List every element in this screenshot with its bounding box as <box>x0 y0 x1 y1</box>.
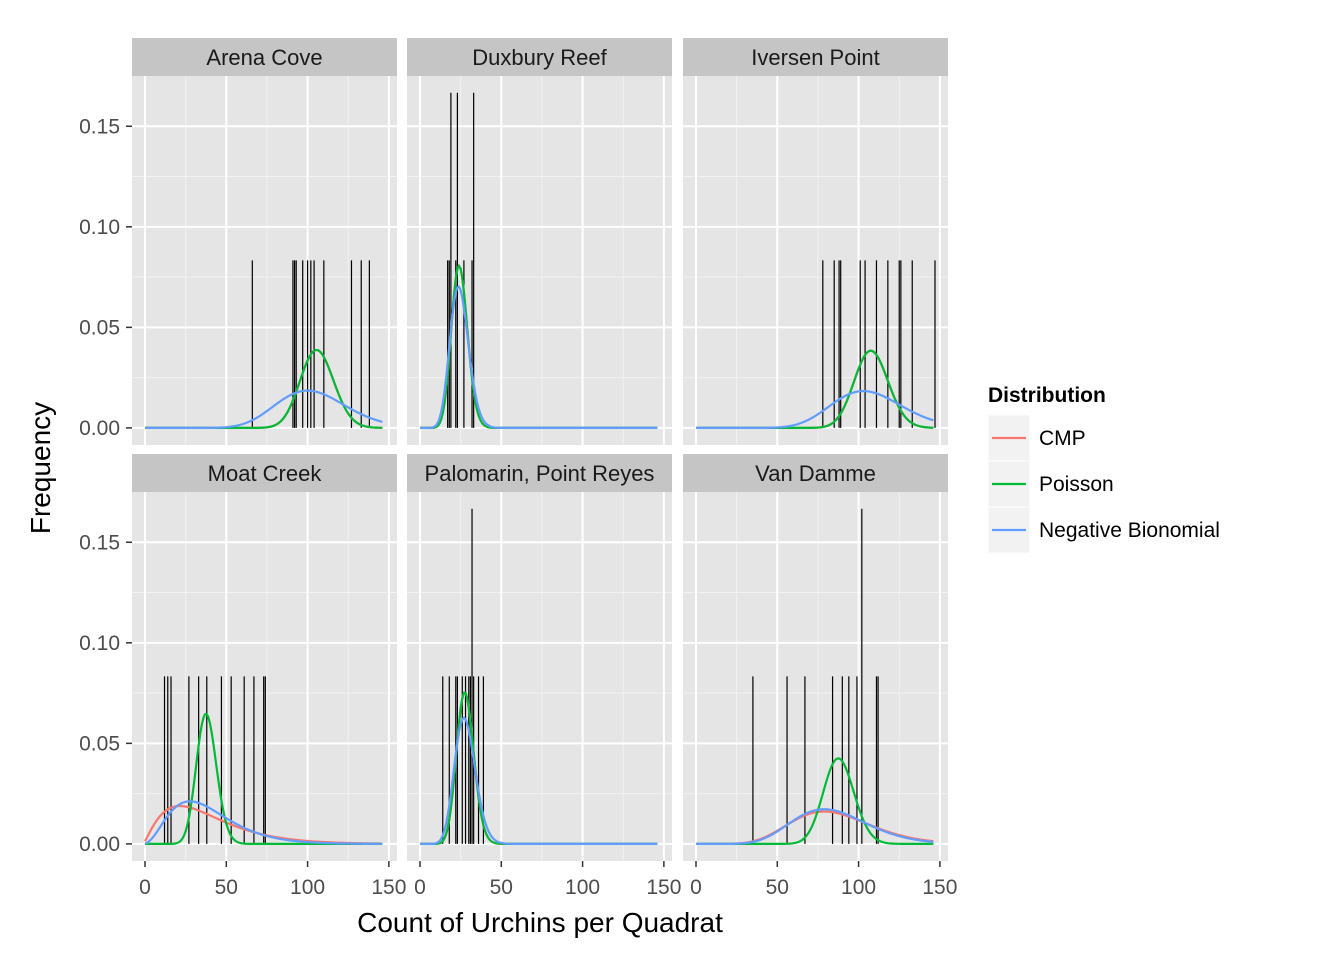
panel-background <box>683 76 948 445</box>
panel-background <box>132 76 397 445</box>
y-tick-label: 0.10 <box>79 632 120 655</box>
y-tick-label: 0.15 <box>79 115 120 138</box>
facet-strip <box>407 38 672 76</box>
facet-strip <box>683 38 948 76</box>
x-tick-label: 150 <box>922 876 957 899</box>
y-axis-title: Frequency <box>25 402 56 534</box>
x-tick-label: 50 <box>215 876 238 899</box>
facet-title: Moat Creek <box>208 461 323 486</box>
facet-palomarin-point-reyes: Palomarin, Point Reyes <box>407 454 672 861</box>
y-axes: 0.00 0.05 0.10 0.15 0.00 0.05 0.10 0.15 <box>79 115 132 856</box>
legend-item-cmp: CMP <box>987 414 1086 462</box>
x-tick-label: 0 <box>414 876 426 899</box>
legend: Distribution CMP Poisson Negative Bionomia… <box>987 384 1220 554</box>
facet-strip <box>407 454 672 492</box>
legend-item-poisson: Poisson <box>987 460 1114 508</box>
y-tick-label: 0.00 <box>79 417 120 440</box>
facet-title: Iversen Point <box>751 45 879 70</box>
x-tick-label: 150 <box>371 876 406 899</box>
facet-strip <box>132 454 397 492</box>
series-line-negative-bionomial <box>420 716 658 846</box>
panel-background <box>132 492 397 861</box>
legend-label: Negative Bionomial <box>1039 519 1220 542</box>
legend-label: CMP <box>1039 427 1086 450</box>
x-axis-title: Count of Urchins per Quadrat <box>357 907 723 938</box>
series-line-negative-bionomial <box>144 800 383 845</box>
facet-arena-cove: Arena Cove <box>132 38 397 445</box>
x-tick-label: 0 <box>690 876 702 899</box>
x-tick-label: 150 <box>646 876 681 899</box>
x-tick-label: 50 <box>766 876 789 899</box>
x-axes: 0 50 100 150 0 50 100 150 0 50 100 150 <box>139 861 957 899</box>
panel-background <box>683 492 948 861</box>
x-tick-label: 100 <box>290 876 325 899</box>
y-tick-label: 0.05 <box>79 732 120 755</box>
facet-title: Van Damme <box>755 461 876 486</box>
facet-title: Duxbury Reef <box>472 45 607 70</box>
series-line-negative-bionomial <box>696 390 934 430</box>
facet-duxbury-reef: Duxbury Reef <box>407 38 672 445</box>
y-tick-label: 0.10 <box>79 216 120 239</box>
legend-item-negative-bionomial: Negative Bionomial <box>987 506 1220 554</box>
series-line-negative-bionomial <box>420 285 658 430</box>
y-tick-label: 0.05 <box>79 316 120 339</box>
x-tick-label: 50 <box>490 876 513 899</box>
x-tick-label: 100 <box>565 876 600 899</box>
panel-background <box>407 492 672 861</box>
facet-panels: Arena Cove Duxbury Reef Iversen Point Moat … <box>132 38 948 861</box>
legend-label: Poisson <box>1039 473 1114 496</box>
series-line-negative-bionomial <box>696 808 934 846</box>
x-tick-label: 100 <box>841 876 876 899</box>
facet-strip <box>683 454 948 492</box>
facet-iversen-point: Iversen Point <box>683 38 948 445</box>
facet-van-damme: Van Damme <box>683 454 948 861</box>
facet-strip <box>132 38 397 76</box>
legend-title: Distribution <box>988 384 1106 407</box>
facet-title: Arena Cove <box>206 45 322 70</box>
facet-title: Palomarin, Point Reyes <box>425 461 655 486</box>
x-tick-label: 0 <box>139 876 151 899</box>
series-line-negative-bionomial <box>145 389 383 430</box>
facet-moat-creek: Moat Creek <box>132 454 397 861</box>
y-tick-label: 0.00 <box>79 833 120 856</box>
y-tick-label: 0.15 <box>79 531 120 554</box>
